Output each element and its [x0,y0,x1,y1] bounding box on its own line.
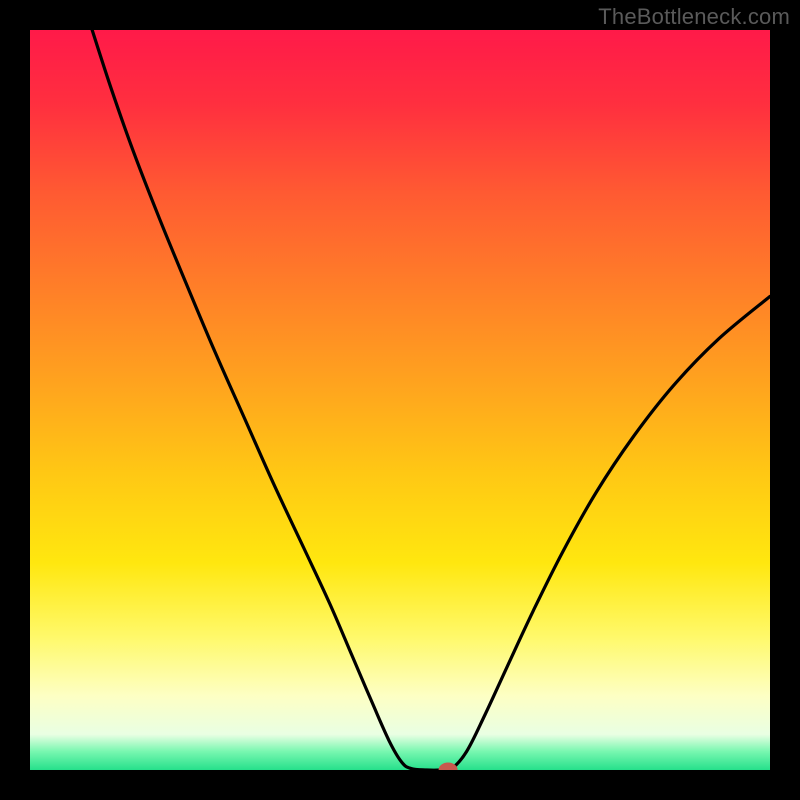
chart-frame: TheBottleneck.com [0,0,800,800]
bottleneck-curve-chart [0,0,800,800]
watermark-text: TheBottleneck.com [598,4,790,30]
plot-background [30,30,770,770]
